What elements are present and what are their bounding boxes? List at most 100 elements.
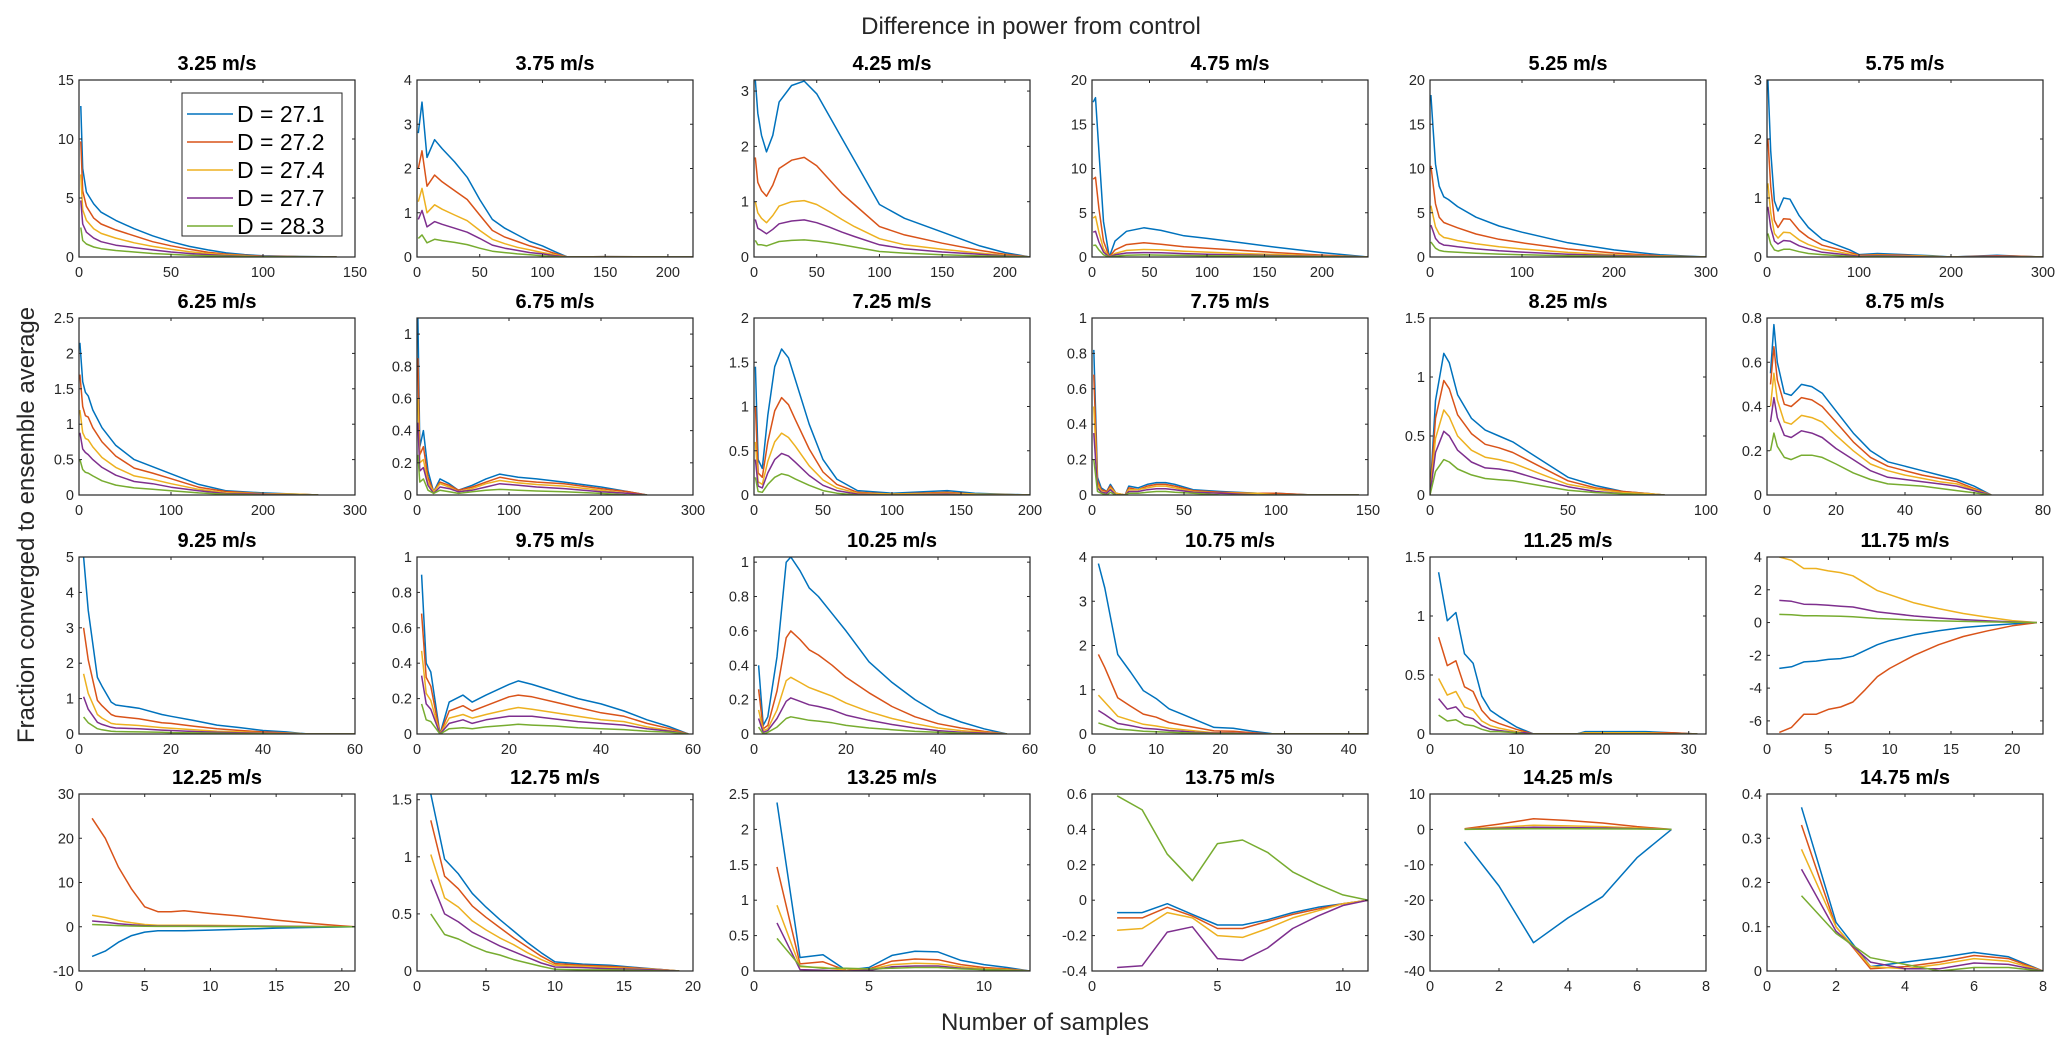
y-tick-label: -20: [1404, 893, 1425, 909]
y-tick-label: 1: [404, 550, 412, 566]
plot-area: [754, 557, 1030, 734]
y-tick-label: 1: [404, 327, 412, 343]
x-tick-label: 20: [838, 742, 854, 758]
x-tick-label: 200: [1310, 265, 1334, 281]
series-line-D-27-7: [417, 209, 693, 257]
y-tick-label: 0: [1754, 250, 1762, 266]
y-tick-label: 0: [66, 488, 74, 504]
series-line-D-27-7: [757, 697, 1008, 734]
y-tick-label: 1: [404, 206, 412, 222]
y-tick-label: 0: [1079, 488, 1087, 504]
y-tick-label: 5: [66, 191, 74, 207]
x-tick-label: 100: [1510, 265, 1534, 281]
legend-label: D = 27.1: [237, 101, 325, 127]
x-tick-label: 6: [1970, 979, 1978, 995]
y-axis-label: Fraction converged to ensemble average: [13, 307, 40, 743]
x-tick-label: 200: [589, 503, 613, 519]
y-tick-label: 0.2: [1742, 444, 1762, 460]
series-line-D-27-7: [1098, 709, 1368, 734]
y-tick-label: 0.4: [392, 424, 412, 440]
y-tick-label: 1: [1417, 609, 1425, 625]
x-tick-label: 0: [1088, 979, 1096, 995]
x-tick-label: 10: [1148, 742, 1164, 758]
series-line-D-27-1: [1437, 572, 1698, 734]
series-line-D-28-3: [1116, 795, 1368, 901]
y-tick-label: 1: [741, 195, 749, 211]
y-tick-label: 0: [741, 488, 749, 504]
series-group: [80, 105, 337, 257]
plot-area: [79, 318, 355, 495]
y-tick-label: 0: [404, 964, 412, 980]
y-tick-label: 0: [1417, 822, 1425, 838]
y-tick-label: 1.5: [729, 355, 749, 371]
series-line-D-28-3: [417, 454, 647, 495]
y-tick-label: 10: [1409, 787, 1425, 803]
series-group: [1093, 349, 1359, 495]
y-tick-label: -10: [1404, 858, 1425, 874]
x-tick-label: 0: [1426, 742, 1434, 758]
y-tick-label: 2: [66, 656, 74, 672]
series-line-D-27-7: [1779, 599, 2037, 624]
y-tick-label: 0: [1079, 727, 1087, 743]
x-tick-label: 20: [501, 742, 517, 758]
subplot-title: 10.25 m/s: [847, 530, 937, 552]
axes-frame: [78, 79, 356, 258]
series-line-D-28-3: [776, 937, 1030, 971]
x-tick-label: 100: [251, 265, 275, 281]
series-line-D-27-7: [430, 879, 680, 971]
legend-box: [181, 92, 343, 237]
x-tick-label: 150: [343, 265, 367, 281]
y-tick-label: 2.5: [54, 311, 74, 327]
series-group: [776, 802, 1030, 971]
series-line-D-28-3: [1464, 827, 1672, 831]
legend-label: D = 27.4: [237, 157, 325, 183]
x-tick-label: 60: [347, 742, 363, 758]
y-tick-label: 30: [58, 787, 74, 803]
subplot-title: 8.75 m/s: [1866, 291, 1945, 313]
series-group: [417, 318, 648, 495]
x-tick-label: 30: [1681, 742, 1697, 758]
y-tick-label: -0.4: [1062, 964, 1087, 980]
x-tick-label: 10: [1335, 979, 1351, 995]
x-tick-label: 200: [251, 503, 275, 519]
y-tick-label: 1: [741, 555, 749, 571]
series-group: [757, 557, 1008, 734]
plot-area: [417, 318, 693, 495]
series-line-D-27-1: [1092, 96, 1368, 257]
x-tick-label: 80: [2035, 503, 2051, 519]
series-line-D-27-2: [757, 630, 1008, 734]
y-tick-label: 0.6: [1742, 355, 1762, 371]
subplot-9-75-m-s: 9.75 m/s 0 20 40 60 0 0.2 0.4 0.6 0.8 1: [392, 530, 701, 758]
x-tick-label: 20: [685, 979, 701, 995]
legend-label: D = 28.3: [237, 213, 325, 239]
x-tick-label: 150: [593, 265, 617, 281]
series-group: [754, 80, 1030, 257]
y-tick-label: 4: [1079, 550, 1087, 566]
plot-area: [1767, 80, 2043, 257]
x-tick-label: 8: [1702, 979, 1710, 995]
y-tick-label: 4: [66, 585, 74, 601]
plot-area: [417, 794, 693, 971]
x-tick-label: 0: [1426, 503, 1434, 519]
y-tick-label: 0.5: [729, 444, 749, 460]
x-tick-label: 150: [930, 265, 954, 281]
y-tick-label: 3: [66, 621, 74, 637]
x-tick-label: 100: [1195, 265, 1219, 281]
x-tick-label: 50: [809, 265, 825, 281]
x-tick-label: 4: [1901, 979, 1909, 995]
subplot-6-75-m-s: 6.75 m/s 0 100 200 300 0 0.2 0.4 0.6 0.8 1: [392, 291, 705, 519]
series-line-D-27-7: [1769, 396, 1992, 495]
plot-area: [1430, 794, 1706, 971]
subplot-11-75-m-s: 11.75 m/s 0 5 10 15 20 -6 -4 -2 0 2 4: [1749, 530, 2044, 758]
x-tick-label: 200: [656, 265, 680, 281]
x-tick-label: 40: [255, 742, 271, 758]
x-tick-label: 200: [993, 265, 1017, 281]
y-tick-label: 0.2: [1742, 876, 1762, 892]
series-line-D-27-1: [1769, 323, 1992, 495]
x-tick-label: 0: [413, 265, 421, 281]
series-group: [91, 817, 355, 958]
legend-label: D = 27.7: [237, 185, 325, 211]
y-tick-label: 1: [1417, 370, 1425, 386]
x-tick-label: 0: [413, 503, 421, 519]
series-line-D-27-2: [1092, 176, 1368, 257]
